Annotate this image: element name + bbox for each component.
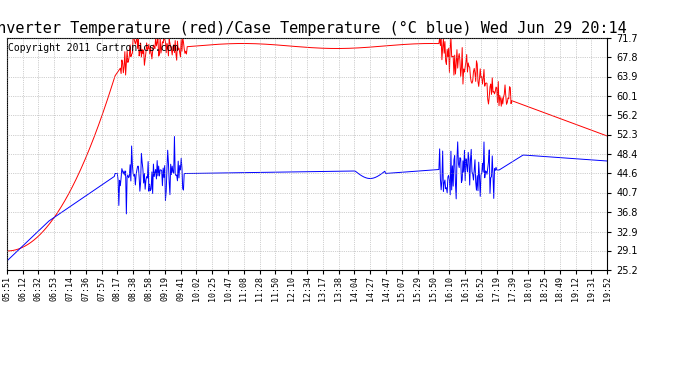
Text: Copyright 2011 Cartronics.com: Copyright 2011 Cartronics.com (8, 44, 179, 53)
Title: Inverter Temperature (red)/Case Temperature (°C blue) Wed Jun 29 20:14: Inverter Temperature (red)/Case Temperat… (0, 21, 627, 36)
